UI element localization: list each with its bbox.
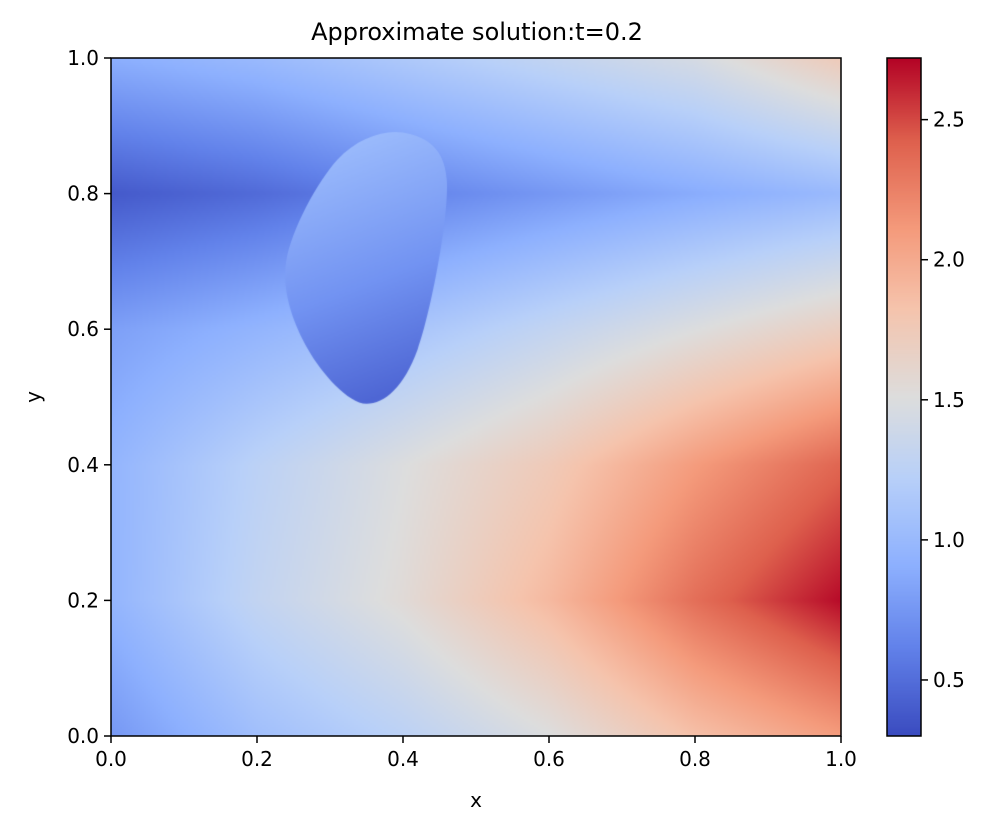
x-axis-label: x <box>470 788 482 812</box>
heatmap-plot-area <box>110 57 842 737</box>
colorbar: 0.5 1.0 1.5 2.0 2.5 <box>886 57 965 737</box>
chart-title: Approximate solution:t=0.2 <box>311 18 643 46</box>
plot-frame <box>110 57 842 737</box>
y-tick-label: 0.6 <box>67 317 99 341</box>
y-tick-label: 0.2 <box>67 588 99 612</box>
x-tick-label: 0.2 <box>241 747 273 771</box>
x-tick-label: 0.4 <box>387 747 419 771</box>
x-tick-label: 0.8 <box>679 747 711 771</box>
colorbar-tick-label: 0.5 <box>933 668 965 692</box>
x-tick-label: 0.6 <box>533 747 565 771</box>
colorbar-frame <box>886 57 922 737</box>
colorbar-tick-label: 1.5 <box>933 388 965 412</box>
y-axis: 0.0 0.2 0.4 0.6 0.8 1.0 <box>67 46 111 748</box>
inclusion-blob <box>111 58 841 736</box>
y-tick-label: 0.8 <box>67 182 99 206</box>
colorbar-gradient <box>887 58 921 736</box>
x-tick-label: 0.0 <box>95 747 127 771</box>
x-axis: 0.0 0.2 0.4 0.6 0.8 1.0 <box>95 736 857 771</box>
y-tick-label: 0.4 <box>67 453 99 477</box>
y-tick-label: 1.0 <box>67 46 99 70</box>
colorbar-tick-label: 2.5 <box>933 108 965 132</box>
colorbar-tick-label: 2.0 <box>933 248 965 272</box>
x-tick-label: 1.0 <box>825 747 857 771</box>
y-tick-label: 0.0 <box>67 724 99 748</box>
colorbar-axis: 0.5 1.0 1.5 2.0 2.5 <box>921 108 965 692</box>
y-axis-label: y <box>21 391 45 403</box>
colorbar-tick-label: 1.0 <box>933 528 965 552</box>
